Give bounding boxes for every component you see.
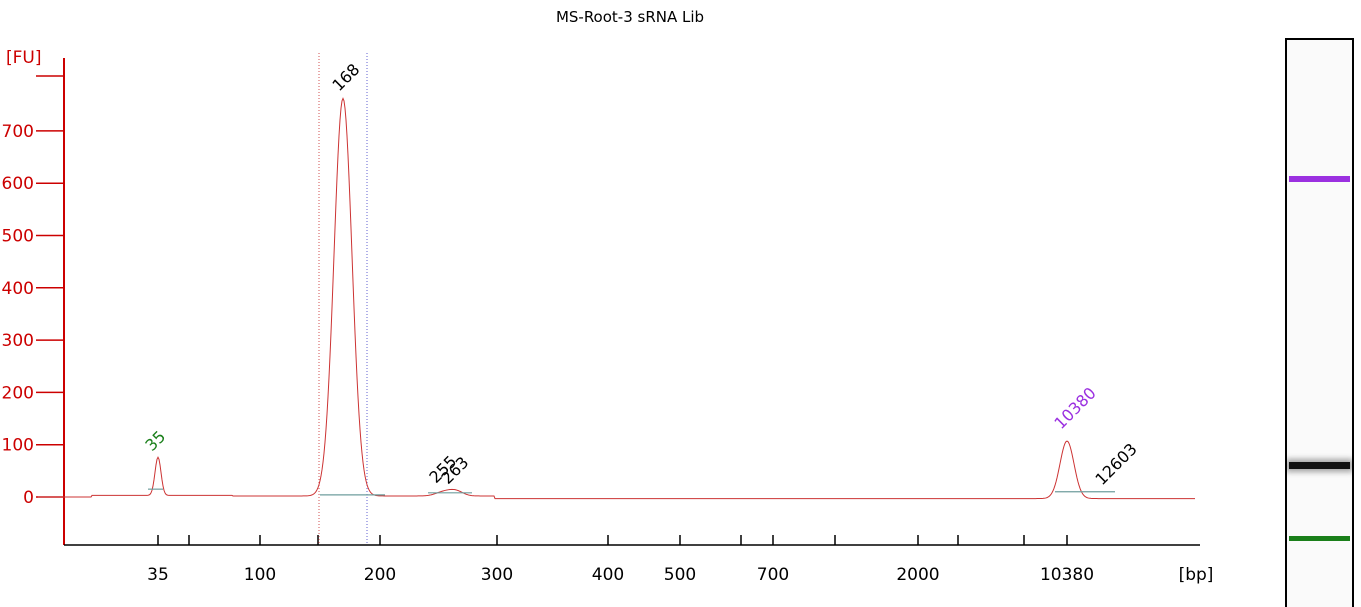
chart-title: MS-Root-3 sRNA Lib (555, 8, 705, 26)
y-tick-label: 400 (2, 279, 34, 299)
peak-label: 168 (328, 60, 363, 95)
y-tick-label: 200 (2, 383, 34, 403)
gel-band-lower-marker (1289, 536, 1350, 541)
x-tick-label: 500 (664, 565, 696, 585)
y-tick-label: 100 (2, 436, 34, 456)
x-tick-label: 10380 (1040, 565, 1094, 585)
y-axis-label: [FU] (6, 48, 42, 68)
x-axis-label: [bp] (1179, 565, 1214, 585)
peak-label: 12603 (1091, 439, 1140, 488)
trace-line (38, 97, 1195, 500)
x-tick-label: 300 (481, 565, 513, 585)
x-tick-label: 700 (757, 565, 789, 585)
electropherogram-plot: 0 100 200 300 400 500 600 700 [FU] 35 100 200 300 400… (2, 48, 1214, 585)
y-tick-label: 700 (2, 122, 34, 142)
gel-band-sample (1289, 462, 1350, 469)
y-tick-label: 300 (2, 331, 34, 351)
x-tick-label: 2000 (896, 565, 939, 585)
peak-label: 10380 (1050, 383, 1099, 432)
x-tick-label: 400 (592, 565, 624, 585)
y-tick-label: 600 (2, 174, 34, 194)
x-tick-label: 100 (244, 565, 276, 585)
x-tick-label: 200 (364, 565, 396, 585)
y-tick-label: 500 (2, 227, 34, 247)
y-tick-label: 0 (23, 488, 34, 508)
x-tick-label: 35 (147, 565, 169, 585)
peak-label: 35 (141, 427, 169, 455)
gel-band-upper-marker (1289, 176, 1350, 182)
gel-lane (1285, 38, 1354, 607)
